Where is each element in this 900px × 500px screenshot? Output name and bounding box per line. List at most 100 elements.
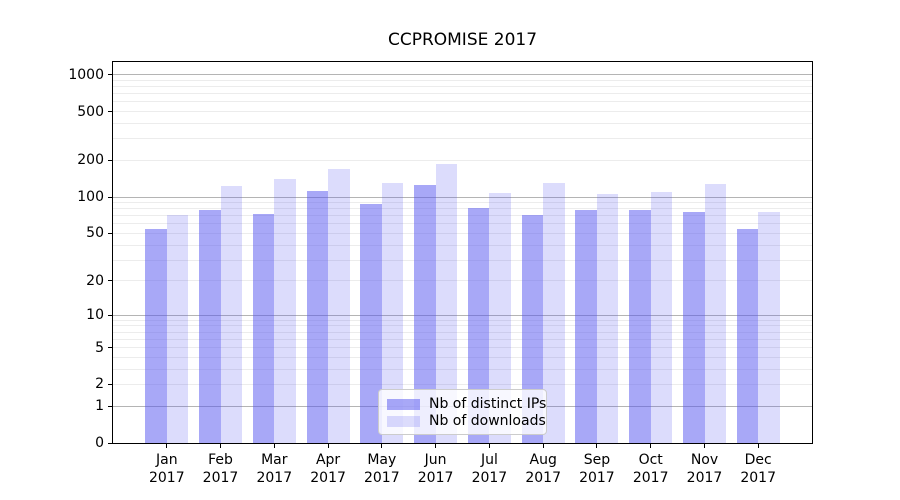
y-axis-tick (108, 280, 112, 282)
bar-downloads (220, 186, 242, 443)
y-axis-tick (108, 347, 112, 348)
bar-distinct-ips (252, 214, 275, 443)
grid-line-minor (113, 368, 812, 370)
legend-swatch-distinct-ips (387, 399, 420, 410)
grid-line-minor (113, 383, 812, 385)
bar-distinct-ips (414, 185, 436, 443)
x-axis-tick (435, 444, 437, 448)
bar-downloads (381, 183, 404, 443)
grid-line-minor (113, 356, 812, 358)
y-axis-tick (108, 405, 112, 407)
x-tick-label: Mar 2017 (256, 452, 293, 486)
bar-downloads (328, 168, 350, 443)
grid-line-minor (113, 338, 812, 340)
x-axis-tick (381, 444, 383, 448)
bar-distinct-ips (629, 210, 651, 443)
legend-label: Nb of distinct IPs (429, 396, 547, 412)
legend-row: Nb of distinct IPs (387, 396, 546, 413)
x-tick-label: Nov 2017 (686, 452, 723, 486)
grid-line-major (113, 314, 812, 316)
y-tick-label: 10 (86, 307, 104, 324)
y-axis-tick (108, 196, 112, 198)
y-tick-label: 0 (95, 435, 104, 451)
x-tick-label: May 2017 (363, 452, 400, 486)
bar-layer (113, 62, 812, 443)
x-tick-label: Sep 2017 (579, 452, 615, 486)
x-axis-tick (166, 444, 168, 448)
legend-label: Nb of downloads (429, 413, 546, 429)
bar-distinct-ips (360, 203, 382, 443)
bar-downloads (274, 179, 296, 443)
y-tick-label: 200 (77, 152, 104, 169)
y-tick-label: 500 (77, 103, 104, 120)
grid-line-minor (113, 208, 812, 210)
grid-line-minor (113, 244, 812, 246)
y-tick-label: 20 (86, 272, 104, 289)
grid-line-minor (113, 215, 812, 217)
grid-line-minor (113, 223, 812, 225)
legend-swatch-downloads (387, 416, 420, 427)
y-tick-label: 1000 (68, 66, 104, 83)
x-axis-tick (757, 444, 759, 448)
bar-downloads (596, 193, 619, 443)
bar-downloads (543, 183, 565, 443)
grid-line-minor (113, 232, 812, 234)
bar-distinct-ips (521, 215, 544, 443)
grid-line-minor (113, 202, 812, 203)
y-tick-label: 2 (95, 376, 104, 393)
y-axis-tick (108, 111, 112, 113)
x-tick-label: Feb 2017 (202, 452, 239, 486)
x-axis-tick (220, 444, 221, 448)
grid-line-minor (113, 280, 812, 282)
bar-distinct-ips (736, 229, 759, 443)
y-axis-tick (108, 383, 112, 385)
x-axis-tick (650, 444, 652, 448)
grid-line-minor (113, 101, 812, 103)
x-axis-tick (704, 444, 705, 448)
x-axis-tick (327, 444, 329, 448)
grid-line-minor (113, 259, 812, 261)
grid-line-minor (113, 93, 812, 95)
x-tick-label: Oct 2017 (632, 452, 669, 486)
bar-downloads (758, 211, 780, 443)
x-tick-label: Jan 2017 (148, 452, 185, 486)
x-axis-tick (273, 444, 275, 448)
x-axis-tick (596, 444, 598, 448)
grid-line-minor (113, 138, 812, 140)
y-tick-label: 5 (95, 339, 104, 356)
bar-distinct-ips (575, 210, 597, 443)
grid-line-major (113, 196, 812, 198)
y-axis-tick (108, 74, 112, 76)
y-axis-tick (108, 314, 112, 316)
bar-downloads (704, 183, 726, 443)
grid-layer (113, 62, 812, 443)
bar-distinct-ips (467, 208, 490, 443)
legend-row: Nb of downloads (387, 413, 546, 430)
grid-line-minor (113, 347, 812, 348)
y-tick-label: 1 (95, 398, 104, 415)
y-axis-tick (108, 159, 112, 161)
y-tick-label: 50 (86, 225, 104, 242)
bar-distinct-ips (306, 191, 329, 443)
bar-downloads (489, 193, 511, 443)
y-tick-label: 100 (77, 189, 104, 205)
bar-downloads (650, 192, 673, 443)
x-tick-label: Aug 2017 (525, 452, 561, 486)
x-tick-label: Jul 2017 (471, 452, 508, 486)
bar-downloads (435, 164, 458, 443)
x-axis-tick (542, 444, 544, 448)
x-tick-label: Jun 2017 (417, 452, 454, 486)
legend: Nb of distinct IPs Nb of downloads (378, 389, 547, 435)
plot-area: Nb of distinct IPs Nb of downloads (112, 61, 813, 444)
x-tick-label: Apr 2017 (310, 452, 346, 486)
grid-line-minor (113, 319, 812, 321)
grid-line-minor (113, 123, 812, 124)
grid-line-major (113, 74, 812, 76)
bar-distinct-ips (199, 210, 221, 443)
grid-line-minor (113, 159, 812, 161)
x-tick-label: Dec 2017 (740, 452, 776, 486)
chart-title: CCPROMISE 2017 (387, 30, 538, 50)
y-axis-tick (108, 442, 112, 444)
grid-line-minor (113, 331, 812, 333)
